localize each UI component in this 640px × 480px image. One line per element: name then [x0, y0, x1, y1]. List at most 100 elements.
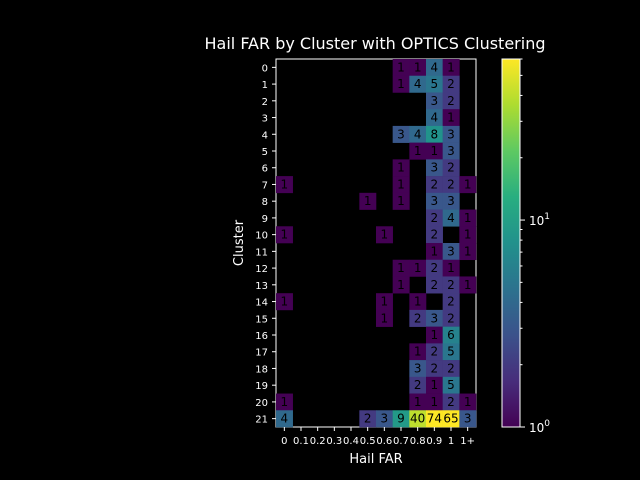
cell-value-label: 3 — [431, 161, 439, 175]
cell-value-label: 1 — [431, 378, 439, 392]
cell-value-label: 2 — [447, 395, 455, 409]
heatmap-cell — [442, 259, 460, 277]
heatmap-cell — [392, 59, 410, 77]
heatmap-cell — [426, 243, 443, 261]
heatmap-cell — [442, 293, 460, 311]
heatmap-cell — [426, 343, 443, 361]
y-tick-label: 6 — [262, 164, 268, 175]
x-tick-label: 0.9 — [426, 436, 442, 447]
cell-value-label: 2 — [431, 261, 439, 275]
y-tick-label: 16 — [255, 331, 268, 342]
heatmap-cell — [276, 293, 293, 311]
cell-value-label: 1 — [414, 60, 422, 74]
x-axis-label: Hail FAR — [349, 452, 402, 467]
cell-value-label: 1 — [397, 278, 405, 292]
cell-value-label: 1 — [414, 144, 422, 158]
cell-value-label: 1 — [464, 395, 472, 409]
heatmap-cell — [276, 226, 293, 244]
heatmap-cell — [276, 393, 293, 411]
cell-value-label: 1 — [464, 244, 472, 258]
heatmap-cell — [426, 326, 443, 344]
heatmap-cell — [426, 276, 443, 294]
cell-value-label: 9 — [397, 412, 405, 426]
heatmap-cell — [376, 226, 393, 244]
heatmap-cell — [442, 309, 460, 327]
cell-value-label: 2 — [431, 177, 439, 191]
cell-value-label: 1 — [431, 144, 439, 158]
cell-value-label: 1 — [397, 261, 405, 275]
x-axis-ticks: 0 0.1 0.2 0.3 0.4 0.5 0.6 0.7 0.8 0.9 1 1+ — [281, 427, 475, 447]
heatmap-cell — [459, 226, 477, 244]
y-axis-label: Cluster — [232, 219, 247, 266]
heatmap-cell — [442, 75, 460, 93]
cell-value-label: 1 — [414, 261, 422, 275]
heatmap-cell — [442, 192, 460, 210]
cell-value-label: 6 — [447, 328, 455, 342]
heatmap-cell — [426, 75, 443, 93]
heatmap-cell-labels: 1 1 4 11 4 5 23 24 13 4 8 31 1 31 3 21 1 2 2 11 1 3 32 4 11 1 2 11 3… — [281, 60, 472, 425]
heatmap-cell — [442, 326, 460, 344]
cell-value-label: 1 — [447, 60, 455, 74]
cell-value-label: 1 — [464, 211, 472, 225]
heatmap-cell — [426, 309, 443, 327]
heatmap-cell — [409, 360, 427, 378]
cell-value-label: 4 — [431, 60, 439, 74]
heatmap-cell — [426, 142, 443, 160]
y-tick-label: 12 — [255, 264, 268, 275]
heatmap-cell — [376, 293, 393, 311]
heatmap-cell — [426, 159, 443, 177]
heatmap-cell — [392, 159, 410, 177]
heatmap-cell — [426, 109, 443, 127]
colorbar-ticks: 100 101 — [520, 58, 550, 435]
x-tick-label: 0.1 — [293, 436, 309, 447]
heatmap-cell — [442, 243, 460, 261]
heatmap-cell — [442, 376, 460, 394]
cell-value-label: 1 — [397, 161, 405, 175]
y-tick-label: 1 — [262, 80, 268, 91]
cell-value-label: 2 — [431, 228, 439, 242]
cell-value-label: 1 — [464, 177, 472, 191]
heatmap-cell — [459, 209, 477, 227]
cell-value-label: 1 — [381, 228, 389, 242]
cell-value-label: 3 — [447, 194, 455, 208]
heatmap-cell — [409, 142, 427, 160]
cell-value-label: 3 — [431, 194, 439, 208]
cell-value-label: 2 — [447, 77, 455, 91]
heatmap-cell — [392, 125, 410, 143]
heatmap-cell — [442, 125, 460, 143]
heatmap-cell — [442, 176, 460, 194]
cell-value-label: 3 — [464, 412, 472, 426]
heatmap-cell — [442, 393, 460, 411]
cell-value-label: 3 — [397, 127, 405, 141]
heatmap-cell — [442, 92, 460, 110]
heatmap-cell — [392, 176, 410, 194]
y-tick-label: 3 — [262, 114, 268, 125]
x-tick-label: 0.6 — [376, 436, 392, 447]
cell-value-label: 2 — [447, 361, 455, 375]
heatmap-cell — [442, 59, 460, 77]
heatmap-cell — [392, 276, 410, 294]
heatmap-cell — [442, 276, 460, 294]
y-tick-label: 0 — [262, 63, 268, 74]
x-tick-label: 0 — [281, 436, 287, 447]
x-tick-label: 0.2 — [310, 436, 326, 447]
cell-value-label: 2 — [447, 94, 455, 108]
x-tick-label: 0.3 — [326, 436, 342, 447]
heatmap-cell — [426, 226, 443, 244]
cell-value-label: 8 — [431, 127, 439, 141]
cell-value-label: 3 — [414, 361, 422, 375]
heatmap-cell — [376, 410, 393, 428]
cell-value-label: 1 — [414, 295, 422, 309]
heatmap-cell — [409, 376, 427, 394]
cell-value-label: 1 — [381, 295, 389, 309]
y-tick-label: 2 — [262, 97, 268, 108]
heatmap-cell — [426, 376, 443, 394]
heatmap-cell — [426, 259, 443, 277]
cell-value-label: 4 — [414, 77, 422, 91]
heatmap-cell — [442, 209, 460, 227]
heatmap-cell — [409, 59, 427, 77]
cell-value-label: 2 — [364, 412, 372, 426]
cell-value-label: 40 — [410, 412, 425, 426]
heatmap-cell — [426, 125, 443, 143]
heatmap-cell — [276, 410, 293, 428]
